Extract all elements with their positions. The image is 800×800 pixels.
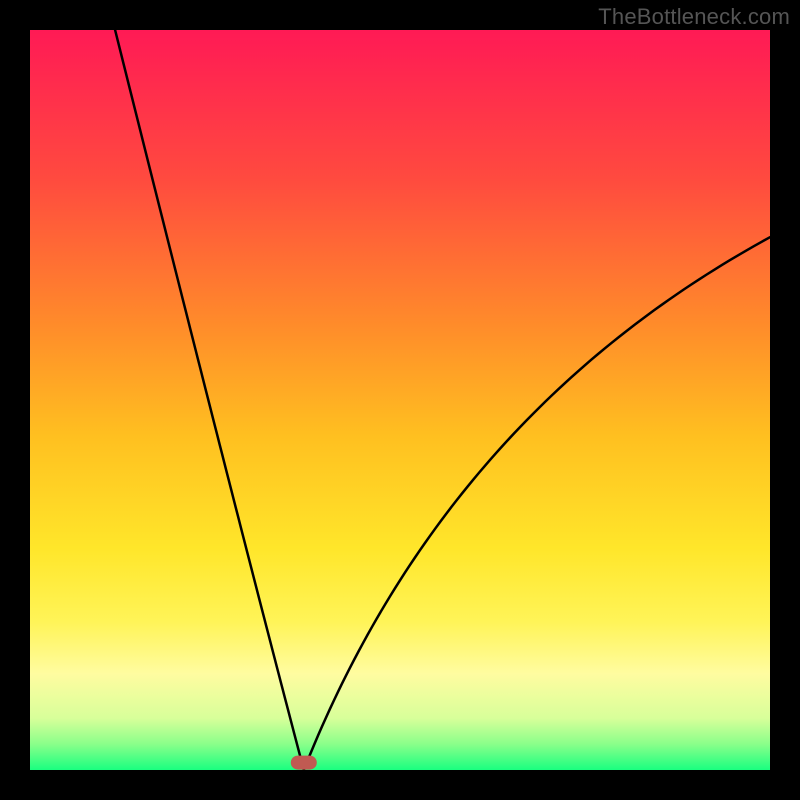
chart-container: TheBottleneck.com [0, 0, 800, 800]
plot-area [30, 30, 770, 770]
bottleneck-chart [0, 0, 800, 800]
optimum-marker [291, 756, 317, 770]
watermark-text: TheBottleneck.com [598, 4, 790, 30]
